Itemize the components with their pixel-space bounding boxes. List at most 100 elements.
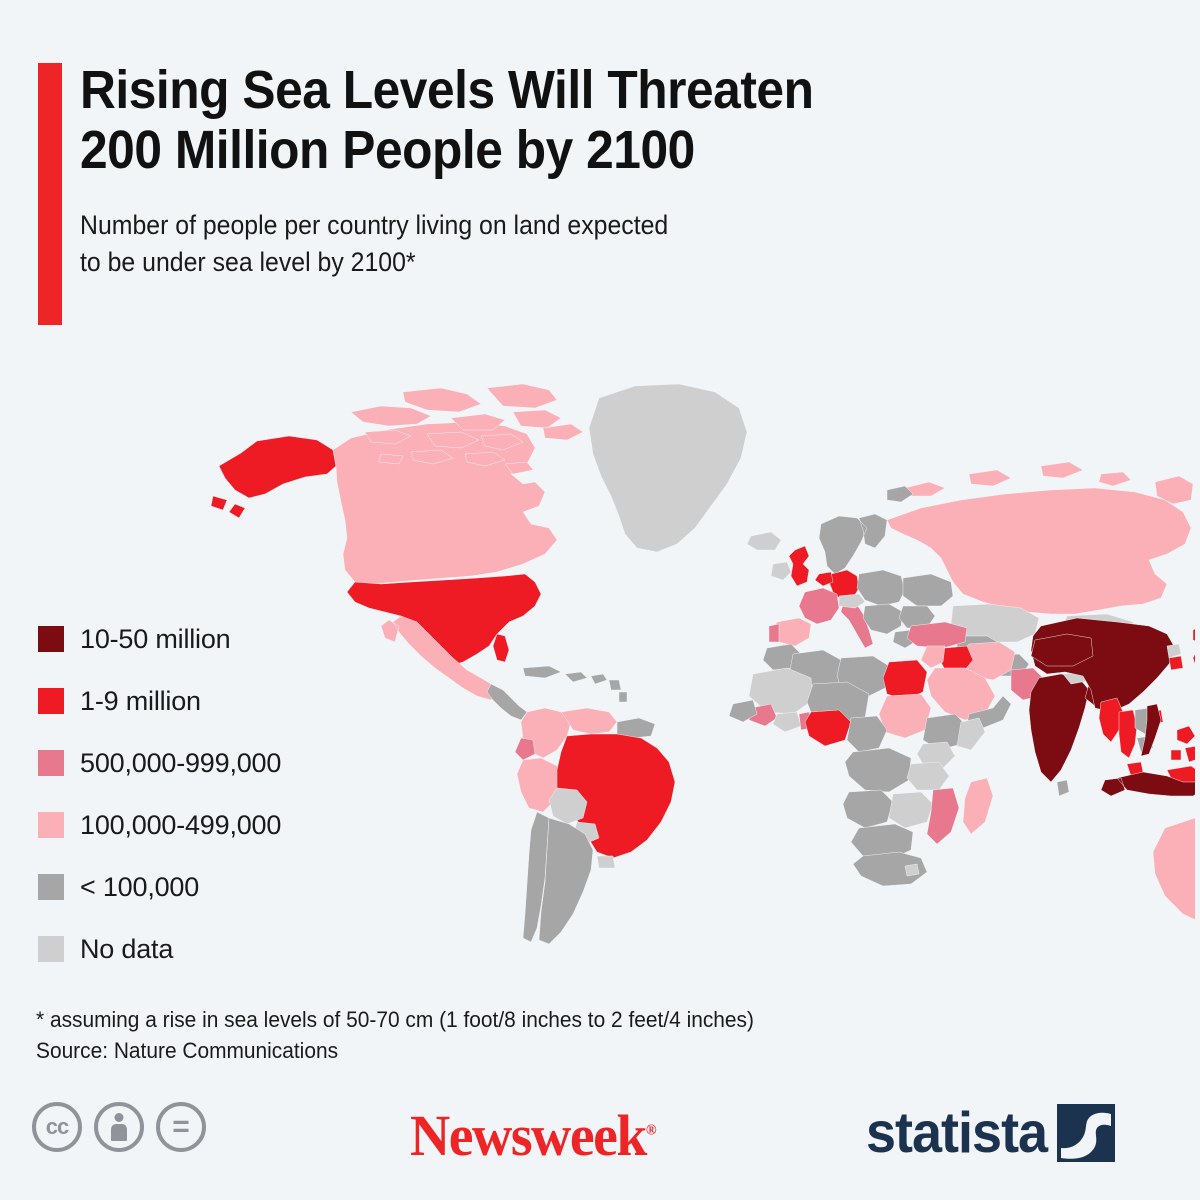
footer-bar: cc = Newsweek® statista	[0, 1096, 1200, 1182]
country-myanmar	[1099, 698, 1123, 742]
legend-swatch-4	[38, 874, 64, 900]
country-tibet-west-china	[1031, 634, 1093, 666]
statista-logo-mark	[1057, 1104, 1116, 1162]
country-arctic-islands	[905, 462, 1131, 496]
page-title: Rising Sea Levels Will Threaten 200 Mill…	[80, 60, 814, 181]
country-united-states	[347, 574, 541, 666]
country-canada-arctic	[351, 384, 583, 474]
country-ukraine	[903, 574, 953, 606]
legend-swatch-1	[38, 688, 64, 714]
country-scandinavia	[819, 514, 887, 574]
country-ireland	[771, 562, 791, 580]
country-balkans	[863, 604, 903, 634]
page-subtitle: Number of people per country living on l…	[80, 209, 669, 278]
country-zambia-zim	[889, 792, 933, 828]
country-mauritania-mali	[749, 668, 813, 714]
country-central-america	[487, 684, 527, 720]
statista-logo-text: statista	[866, 1101, 1048, 1165]
legend-item-5[interactable]: No data	[38, 918, 281, 980]
legend-item-0[interactable]: 10-50 million	[38, 608, 281, 670]
legend-label-1: 1-9 million	[80, 685, 201, 716]
country-russia-far-east	[1155, 476, 1193, 504]
person-icon	[110, 1113, 128, 1141]
legend-item-4[interactable]: < 100,000	[38, 856, 281, 918]
legend-swatch-5	[38, 936, 64, 962]
creative-commons-icons: cc =	[32, 1102, 206, 1152]
legend-label-5: No data	[80, 933, 174, 964]
map-legend: 10-50 million 1-9 million 500,000-999,00…	[38, 608, 281, 980]
country-sudan	[879, 694, 931, 738]
country-somalia	[957, 718, 985, 750]
footnote-assumption: * assuming a rise in sea levels of 50-70…	[36, 1007, 754, 1032]
cc-nd-icon[interactable]: =	[156, 1102, 206, 1152]
legend-item-1[interactable]: 1-9 million	[38, 670, 281, 732]
country-bolivia	[549, 788, 587, 824]
statista-logo[interactable]: statista	[866, 1101, 1116, 1165]
world-choropleth-map	[205, 378, 1195, 978]
legend-label-4: < 100,000	[80, 871, 200, 902]
country-south-korea	[1169, 656, 1183, 670]
newsweek-logo[interactable]: Newsweek®	[410, 1102, 657, 1169]
header: Rising Sea Levels Will Threaten 200 Mill…	[80, 60, 1000, 281]
country-united-kingdom	[789, 546, 809, 586]
country-lesotho	[905, 864, 919, 876]
legend-item-3[interactable]: 100,000-499,000	[38, 794, 281, 856]
country-madagascar	[963, 778, 993, 834]
country-united-states-florida	[493, 634, 509, 662]
country-angola	[843, 790, 893, 828]
country-portugal	[769, 624, 779, 642]
country-japan	[1193, 624, 1195, 694]
legend-swatch-0	[38, 626, 64, 652]
country-indonesia	[1101, 772, 1195, 796]
newsweek-logo-text: Newsweek	[410, 1103, 647, 1168]
country-venezuela	[561, 708, 617, 734]
country-svalbard	[887, 486, 913, 502]
country-france	[799, 588, 839, 624]
country-mexico	[381, 616, 497, 700]
country-cameroon-car	[847, 716, 887, 752]
country-alaska	[211, 436, 336, 518]
country-india	[1029, 674, 1089, 782]
country-mozambique	[927, 788, 959, 844]
country-switzerland-austria	[839, 594, 865, 608]
legend-swatch-3	[38, 812, 64, 838]
legend-label-0: 10-50 million	[80, 623, 231, 654]
footnote-source: Source: Nature Communications	[36, 1038, 339, 1064]
country-sri-lanka	[1057, 780, 1069, 796]
legend-label-2: 500,000-999,000	[80, 747, 282, 778]
country-nigeria	[805, 710, 851, 746]
country-guinea-sierra	[729, 700, 757, 722]
country-thailand	[1119, 710, 1137, 758]
country-drc	[845, 748, 911, 792]
statista-s-curve-icon	[1061, 1112, 1112, 1159]
country-poland-east-europe	[857, 570, 905, 606]
country-australia	[1153, 802, 1195, 930]
country-north-korea	[1167, 644, 1181, 658]
country-caribbean	[523, 666, 627, 702]
country-netherlands	[815, 572, 833, 586]
country-south-africa	[853, 852, 927, 886]
newsweek-registered-mark: ®	[645, 1122, 657, 1139]
country-turkey	[907, 622, 967, 648]
legend-item-2[interactable]: 500,000-999,000	[38, 732, 281, 794]
cc-icon[interactable]: cc	[32, 1102, 82, 1152]
map-svg	[205, 378, 1195, 978]
country-ghana-togo	[773, 712, 801, 732]
cc-nd-icon-label: =	[172, 1110, 190, 1143]
legend-label-3: 100,000-499,000	[80, 809, 282, 840]
legend-swatch-2	[38, 750, 64, 776]
country-iceland	[747, 532, 781, 550]
cc-by-icon[interactable]	[94, 1102, 144, 1152]
map-countries	[211, 384, 1195, 954]
country-italy	[841, 602, 873, 648]
country-greenland	[589, 384, 747, 552]
country-vietnam	[1141, 704, 1161, 756]
accent-bar	[38, 63, 62, 325]
country-ecuador	[515, 738, 535, 760]
cc-icon-label: cc	[45, 1114, 70, 1139]
country-philippines	[1171, 726, 1195, 762]
footnotes: * assuming a rise in sea levels of 50-70…	[36, 1004, 1100, 1066]
country-syria-jordan	[921, 646, 945, 668]
country-argentina	[539, 818, 593, 944]
